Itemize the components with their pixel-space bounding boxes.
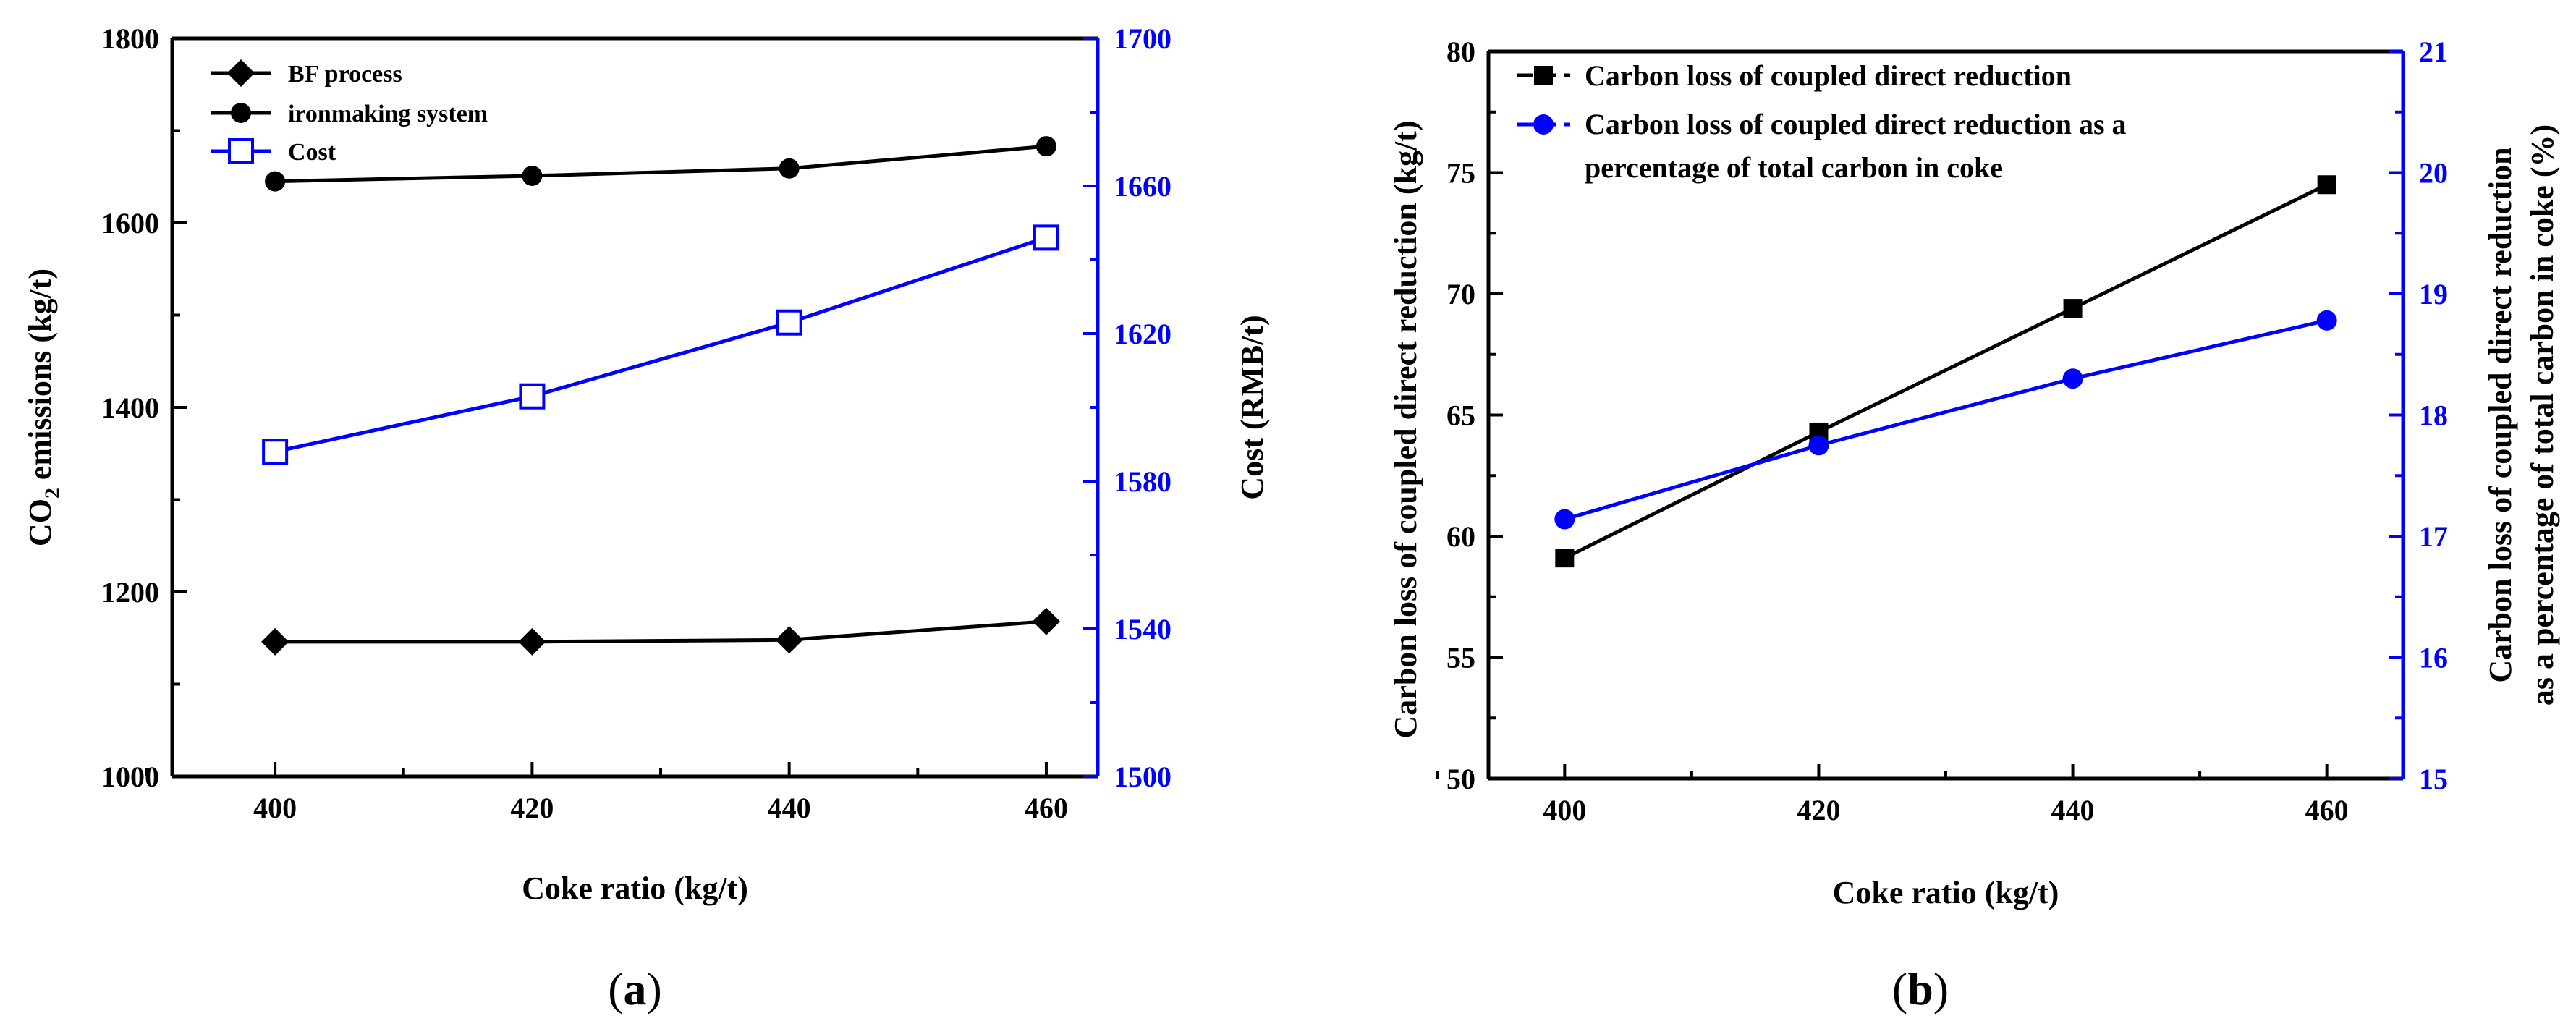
x-tick-label: 400	[253, 792, 297, 824]
x-tick-label: 460	[2305, 794, 2349, 826]
series-line	[1564, 318, 2328, 521]
data-point	[2317, 175, 2336, 195]
y2-tick-label: 1580	[1114, 465, 1172, 498]
data-point	[1555, 549, 1575, 568]
y2-tick-label: 17	[2419, 520, 2448, 553]
x-tick-label: 420	[510, 792, 554, 824]
series-line	[1564, 183, 2328, 560]
legend-marker	[228, 138, 254, 164]
y-axis-title: CO2 emissions (kg/t)	[22, 268, 64, 546]
data-point	[776, 309, 802, 336]
data-point	[2062, 368, 2083, 389]
y-axis-title-subscript: 2	[41, 488, 64, 499]
data-point	[1033, 224, 1059, 251]
data-point	[519, 383, 546, 410]
y-tick-label: 55	[1446, 642, 1475, 674]
y-tick-label: 65	[1446, 399, 1475, 432]
y2-tick-label: 1700	[1114, 22, 1172, 55]
panel-label-open: (	[608, 963, 623, 1015]
data-point	[2316, 310, 2337, 331]
data-point	[262, 439, 289, 465]
legend-label-line1: Carbon loss of coupled direct reduction …	[1585, 108, 2127, 140]
y-tick-label: 70	[1446, 278, 1475, 310]
y-tick-label: 1400	[101, 391, 159, 424]
panel-label-close: )	[1933, 963, 1949, 1015]
y2-tick-label: 1500	[1114, 761, 1172, 793]
y-tick-label: 1200	[101, 576, 159, 609]
y2-axis-title: Cost (RMB/t)	[1234, 315, 1270, 499]
y2-tick-label: 15	[2419, 763, 2448, 795]
panel-label-b: (b)	[1892, 963, 1949, 1015]
x-tick-label: 440	[2051, 794, 2095, 826]
y2-tick-label: 1540	[1114, 613, 1172, 645]
y-tick-label: 60	[1446, 520, 1475, 553]
legend-marker	[227, 59, 255, 87]
y-tick-label: 1000	[101, 761, 159, 793]
legend-label: Carbon loss of coupled direct reduction	[1585, 59, 2072, 92]
y2-tick-label: 1660	[1114, 170, 1172, 203]
legend-marker	[1533, 114, 1554, 135]
x-tick-label: 460	[1025, 792, 1068, 824]
y-tick-label: 50	[1446, 763, 1475, 795]
panel-label-open: (	[1892, 963, 1907, 1015]
x-tick-label: 440	[768, 792, 811, 824]
y-tick-label: 75	[1446, 157, 1475, 190]
y-tick-label: 1600	[101, 207, 159, 240]
data-point	[265, 171, 286, 192]
data-point	[518, 627, 546, 656]
data-point	[1035, 136, 1056, 157]
panel-label-letter: a	[624, 963, 647, 1015]
data-point	[261, 627, 289, 656]
data-point	[2063, 299, 2083, 318]
y2-axis-title-line2: as a percentage of total carbon in coke …	[2525, 124, 2560, 706]
y2-tick-label: 16	[2419, 642, 2448, 674]
y2-axis-title-line1: Carbon loss of coupled direct reduction	[2483, 147, 2518, 682]
data-point	[1032, 607, 1060, 635]
series-line	[274, 236, 1047, 454]
legend-label: Cost	[288, 139, 336, 166]
panel-a: 400 420 440 460 1000 1200 1400 1600 1800 1500 1540…	[22, 22, 1270, 1015]
panel-b: 400 420 440 460 50 55 60 65 70 75 80 15 16 17 18 19 20 21…	[1388, 35, 2560, 1015]
y-axis-title: Carbon loss of coupled direct reduction …	[1388, 121, 1423, 739]
legend-label: ironmaking system	[288, 101, 488, 127]
series-line	[275, 619, 1047, 644]
y2-tick-label: 21	[2419, 35, 2448, 68]
y-axis-title-suffix: emissions (kg/t)	[22, 268, 58, 488]
data-point	[775, 626, 803, 654]
y2-tick-label: 20	[2419, 157, 2448, 190]
y-tick-label: 1800	[101, 22, 159, 55]
data-point	[522, 165, 543, 186]
x-axis-title: Coke ratio (kg/t)	[522, 871, 748, 906]
data-point	[779, 158, 800, 179]
legend-marker	[1534, 66, 1553, 85]
legend-marker	[231, 103, 251, 123]
x-tick-label: 400	[1543, 794, 1586, 826]
legend-label: BF process	[288, 61, 402, 88]
y2-tick-label: 19	[2419, 278, 2448, 310]
data-point	[1808, 435, 1829, 456]
y-tick-label: 80	[1446, 35, 1475, 68]
series-line	[275, 144, 1047, 184]
x-tick-label: 420	[1797, 794, 1840, 826]
data-point	[1554, 509, 1575, 530]
y2-tick-label: 1620	[1114, 318, 1172, 350]
y2-tick-label: 18	[2419, 399, 2448, 432]
panel-label-a: (a)	[608, 963, 662, 1015]
panel-label-close: )	[647, 963, 662, 1015]
x-axis-title: Coke ratio (kg/t)	[1833, 875, 2059, 910]
legend-label-line2: percentage of total carbon in coke	[1585, 151, 2003, 184]
y-axis-title-prefix: CO	[22, 499, 58, 546]
panel-label-letter: b	[1907, 963, 1933, 1015]
